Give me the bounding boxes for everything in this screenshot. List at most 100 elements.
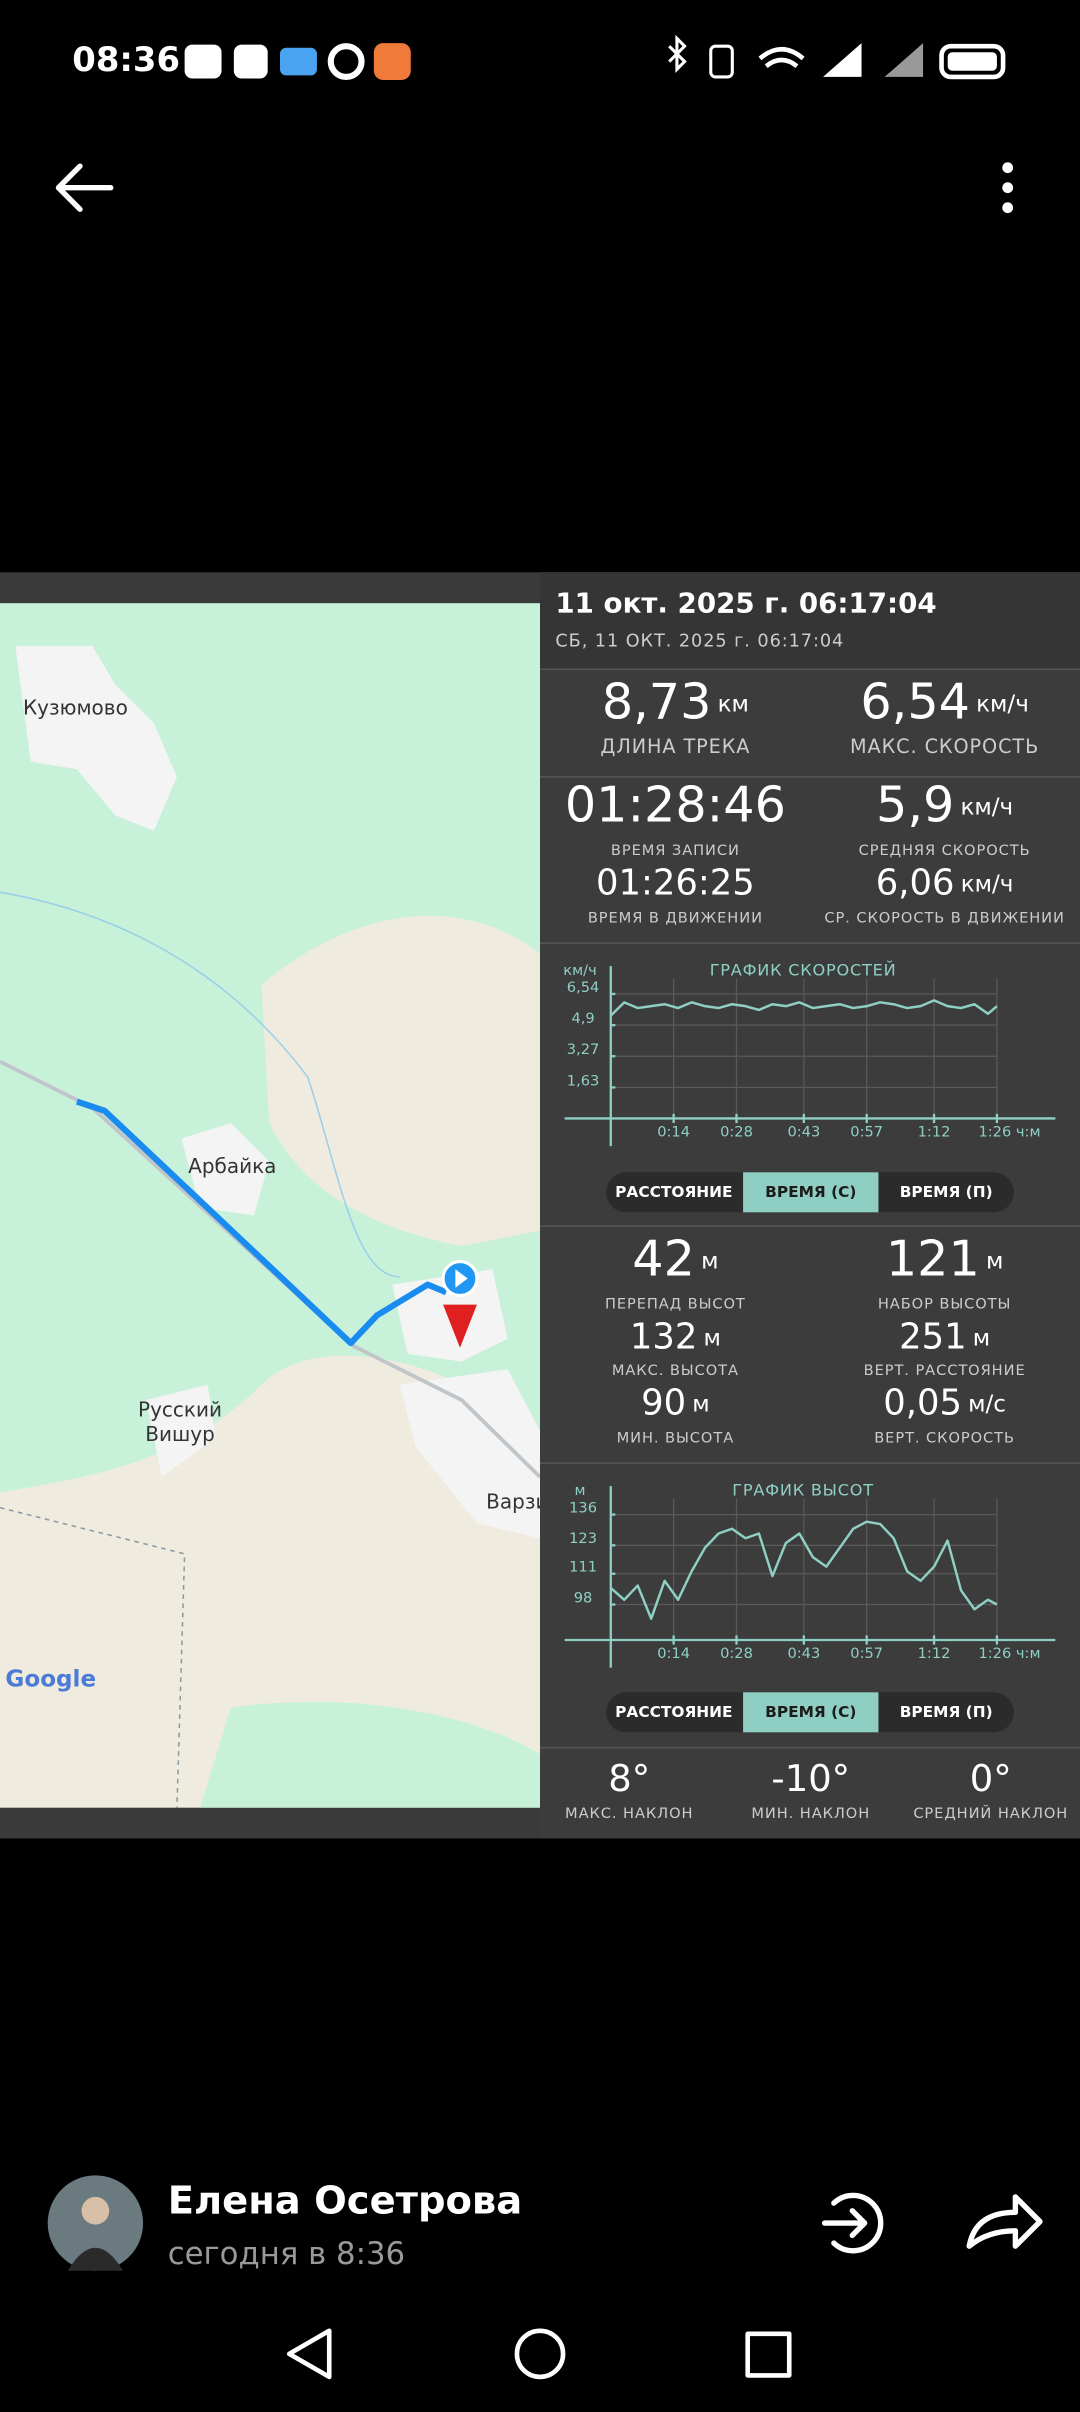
- stat-value: 01:26:25: [596, 863, 755, 904]
- x-tick-label: 1:12: [918, 1645, 951, 1662]
- post-time: сегодня в 8:36: [168, 2236, 405, 2272]
- x-tick-label: 0:43: [787, 1123, 820, 1140]
- stat-label: ПЕРЕПАД ВЫСОТ: [605, 1296, 746, 1313]
- stat-value: 251 м: [899, 1316, 990, 1357]
- forward-chat-button[interactable]: [821, 2192, 884, 2254]
- stat-label: ВЕРТ. СКОРОСТЬ: [874, 1429, 1015, 1446]
- stat-label: ВРЕМЯ ЗАПИСИ: [611, 842, 740, 859]
- stat-number: 42: [632, 1229, 695, 1287]
- stat-unit: м: [986, 1248, 1003, 1274]
- x-tick-label: 0:43: [787, 1645, 820, 1662]
- y-tick-label: 4,9: [571, 1010, 594, 1027]
- stat-value: 01:28:46: [565, 775, 786, 833]
- stat-label: ВЕРТ. РАССТОЯНИЕ: [864, 1362, 1026, 1379]
- track-title: 11 окт. 2025 г. 06:17:04: [555, 587, 936, 620]
- x-tick-label: 1:12: [918, 1123, 951, 1140]
- stat-label: ВРЕМЯ В ДВИЖЕНИИ: [588, 909, 763, 926]
- x-tick-label: 0:57: [850, 1123, 883, 1140]
- map-label: Варзи: [486, 1490, 548, 1514]
- stat-number: 01:26:25: [596, 863, 755, 904]
- stat-number: 8,73: [602, 672, 712, 730]
- map: Кузюмово Арбайка Русский Вишур Варзи Goo…: [0, 603, 548, 1808]
- stat-number: 8°: [608, 1757, 650, 1800]
- map-label: Вишур: [145, 1422, 215, 1446]
- stat-value: 42 м: [632, 1229, 718, 1287]
- stat-number: 251: [899, 1316, 967, 1357]
- stat-label: СРЕДНЯЯ СКОРОСТЬ: [859, 842, 1031, 859]
- map-label: Кузюмово: [23, 696, 128, 720]
- stat-label: МАКС. НАКЛОН: [565, 1805, 693, 1822]
- y-unit: м: [574, 1482, 585, 1499]
- nav-recent[interactable]: [745, 2331, 792, 2378]
- chart-title: ГРАФИК ВЫСОТ: [732, 1480, 874, 1499]
- segment-active: [743, 1692, 879, 1733]
- stat-unit: м: [692, 1391, 709, 1417]
- stat-unit: м/с: [968, 1391, 1006, 1417]
- data-line: [609, 999, 998, 1017]
- y-tick-label: 98: [574, 1589, 593, 1606]
- x-tick-label: 1:26 ч:м: [978, 1123, 1040, 1140]
- y-tick-label: 123: [569, 1530, 597, 1547]
- segment-button[interactable]: ВРЕМЯ (П): [900, 1703, 993, 1721]
- chart-title: ГРАФИК СКОРОСТЕЙ: [710, 960, 897, 979]
- nav-back[interactable]: [286, 2328, 332, 2380]
- x-tick-label: 0:28: [720, 1645, 753, 1662]
- content: 08:36 Кузюмово Арбайка Русский: [0, 34, 1080, 2380]
- stat-unit: м: [973, 1325, 990, 1351]
- stat-value: 6,54 км/ч: [860, 672, 1028, 730]
- menu-button[interactable]: [1002, 162, 1014, 214]
- stat-value: 121 м: [886, 1229, 1004, 1287]
- stat-number: 0°: [970, 1757, 1012, 1800]
- x-tick-label: 0:14: [657, 1645, 690, 1662]
- segment-button[interactable]: ВРЕМЯ (С): [765, 1183, 856, 1201]
- stat-value: 0°: [970, 1757, 1012, 1800]
- map-label: Арбайка: [188, 1154, 276, 1178]
- stat-label: ДЛИНА ТРЕКА: [600, 735, 750, 758]
- y-unit: км/ч: [563, 962, 596, 979]
- nav-home[interactable]: [514, 2328, 566, 2380]
- segment-button[interactable]: РАССТОЯНИЕ: [615, 1703, 732, 1721]
- stat-value: 6,06 км/ч: [876, 863, 1014, 904]
- x-tick-label: 0:57: [850, 1645, 883, 1662]
- data-line: [609, 1520, 998, 1620]
- stat-unit: км/ч: [976, 691, 1029, 717]
- share-button[interactable]: [966, 2194, 1043, 2249]
- back-button[interactable]: [55, 163, 114, 212]
- stat-number: 01:28:46: [565, 775, 786, 833]
- stat-unit: м: [701, 1248, 718, 1274]
- stat-label: СР. СКОРОСТЬ В ДВИЖЕНИИ: [824, 909, 1065, 926]
- status-icons: [184, 34, 1006, 81]
- segment-button[interactable]: ВРЕМЯ (С): [765, 1703, 856, 1721]
- x-tick-label: 0:28: [720, 1123, 753, 1140]
- segment-button[interactable]: ВРЕМЯ (П): [900, 1183, 993, 1201]
- stat-number: 90: [641, 1383, 686, 1424]
- stat-unit: м: [704, 1325, 721, 1351]
- stats-header: [540, 572, 1080, 670]
- stat-number: 132: [630, 1316, 698, 1357]
- stat-label: МИН. ВЫСОТА: [617, 1429, 735, 1446]
- stat-number: 5,9: [876, 775, 954, 833]
- stat-label: НАБОР ВЫСОТЫ: [878, 1296, 1011, 1313]
- stat-label: МАКС. ВЫСОТА: [612, 1362, 739, 1379]
- stat-number: 121: [886, 1229, 980, 1287]
- stat-label: МАКС. СКОРОСТЬ: [850, 735, 1039, 758]
- map-attribution: Google: [5, 1667, 96, 1693]
- stat-unit: км: [718, 691, 749, 717]
- author-name[interactable]: Елена Осетрова: [168, 2179, 523, 2224]
- stat-number: 6,06: [876, 863, 955, 904]
- y-tick-label: 111: [569, 1559, 597, 1576]
- stat-number: -10°: [771, 1757, 850, 1800]
- x-tick-label: 1:26 ч:м: [978, 1645, 1040, 1662]
- status-time: 08:36: [72, 40, 180, 79]
- stat-number: 6,54: [860, 672, 970, 730]
- stat-value: 8,73 км: [602, 672, 749, 730]
- stat-value: 0,05 м/с: [883, 1383, 1006, 1424]
- stat-value: 90 м: [641, 1383, 710, 1424]
- stat-unit: км/ч: [960, 794, 1013, 820]
- y-tick-label: 6,54: [567, 979, 600, 996]
- stat-value: 132 м: [630, 1316, 721, 1357]
- segment-button[interactable]: РАССТОЯНИЕ: [615, 1183, 732, 1201]
- y-tick-label: 136: [569, 1499, 597, 1516]
